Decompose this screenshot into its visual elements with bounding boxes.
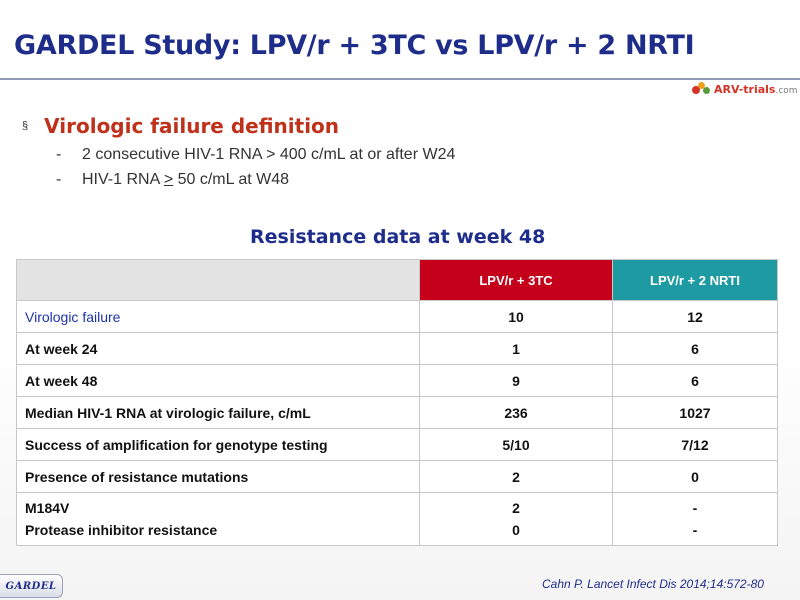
table-row: Presence of resistance mutations 2 0: [16, 460, 778, 493]
table-header-row: LPV/r + 3TC LPV/r + 2 NRTI: [16, 259, 778, 301]
row-label-pi-resistance: Protease inhibitor resistance: [25, 522, 218, 538]
sub-bullet-dash: -: [56, 171, 62, 188]
arv-logo-icon: [692, 82, 712, 96]
logo-text: ARV-trials: [714, 82, 776, 96]
cell-3tc-m184v: 2: [512, 500, 520, 516]
sub-bullet-text-pre: HIV-1 RNA: [82, 171, 164, 188]
cell-2nrti: 6: [612, 332, 778, 365]
citation: Cahn P. Lancet Infect Dis 2014;14:572-80: [542, 577, 764, 591]
cell-3tc: 2: [419, 460, 613, 493]
sub-bullet-1: - 2 consecutive HIV-1 RNA > 400 c/mL at o…: [56, 146, 455, 164]
table-row: Virologic failure 10 12: [16, 300, 778, 333]
cell-2nrti: 1027: [612, 396, 778, 429]
row-label: Presence of resistance mutations: [16, 460, 420, 493]
sub-bullet-text: 2 consecutive HIV-1 RNA > 400 c/mL at or…: [82, 146, 456, 163]
row-label: Median HIV-1 RNA at virologic failure, c…: [16, 396, 420, 429]
table-row: Success of amplification for genotype te…: [16, 428, 778, 461]
bullet-text: Virologic failure definition: [44, 114, 340, 138]
greater-equal-symbol: >: [163, 171, 174, 188]
cell-2nrti-pi: -: [692, 522, 698, 538]
cell-2nrti: 0: [612, 460, 778, 493]
cell-2nrti: 6: [612, 364, 778, 397]
row-label: Virologic failure: [16, 300, 420, 333]
cell-3tc: 9: [419, 364, 613, 397]
cell-3tc-pi: 0: [512, 522, 520, 538]
row-label: M184V Protease inhibitor resistance: [16, 492, 420, 546]
header-lpvr-3tc: LPV/r + 3TC: [419, 259, 613, 301]
sub-bullet-2: - HIV-1 RNA > 50 c/mL at W48: [56, 171, 289, 189]
arv-trials-logo: ARV-trials.com: [692, 80, 798, 98]
title-divider: [0, 78, 800, 80]
logo-suffix: .com: [775, 85, 798, 96]
sub-bullet-dash: -: [56, 146, 62, 163]
row-label: At week 24: [16, 332, 420, 365]
cell-3tc: 2 0: [419, 492, 613, 546]
table-row: At week 24 1 6: [16, 332, 778, 365]
row-label: At week 48: [16, 364, 420, 397]
table-row: M184V Protease inhibitor resistance 2 0 …: [16, 492, 778, 546]
slide-title: GARDEL Study: LPV/r + 3TC vs LPV/r + 2 N…: [14, 30, 695, 61]
cell-2nrti: 7/12: [612, 428, 778, 461]
cell-3tc: 10: [419, 300, 613, 333]
cell-2nrti: - -: [612, 492, 778, 546]
main-bullet: § Virologic failure definition: [22, 114, 339, 138]
row-label: Success of amplification for genotype te…: [16, 428, 420, 461]
cell-3tc: 5/10: [419, 428, 613, 461]
sub-bullet-text-post: 50 c/mL at W48: [173, 171, 290, 188]
table-row: Median HIV-1 RNA at virologic failure, c…: [16, 396, 778, 429]
cell-2nrti-m184v: -: [692, 500, 698, 516]
resistance-table: LPV/r + 3TC LPV/r + 2 NRTI Virologic fai…: [16, 259, 778, 546]
cell-2nrti: 12: [612, 300, 778, 333]
header-lpvr-2nrti: LPV/r + 2 NRTI: [612, 259, 778, 301]
cell-3tc: 236: [419, 396, 613, 429]
table-row: At week 48 9 6: [16, 364, 778, 397]
table-title: Resistance data at week 48: [250, 226, 546, 248]
row-label-m184v: M184V: [25, 500, 70, 516]
header-blank: [16, 259, 420, 301]
cell-3tc: 1: [419, 332, 613, 365]
bullet-marker: §: [22, 120, 29, 132]
study-badge: GARDEL: [0, 574, 63, 598]
